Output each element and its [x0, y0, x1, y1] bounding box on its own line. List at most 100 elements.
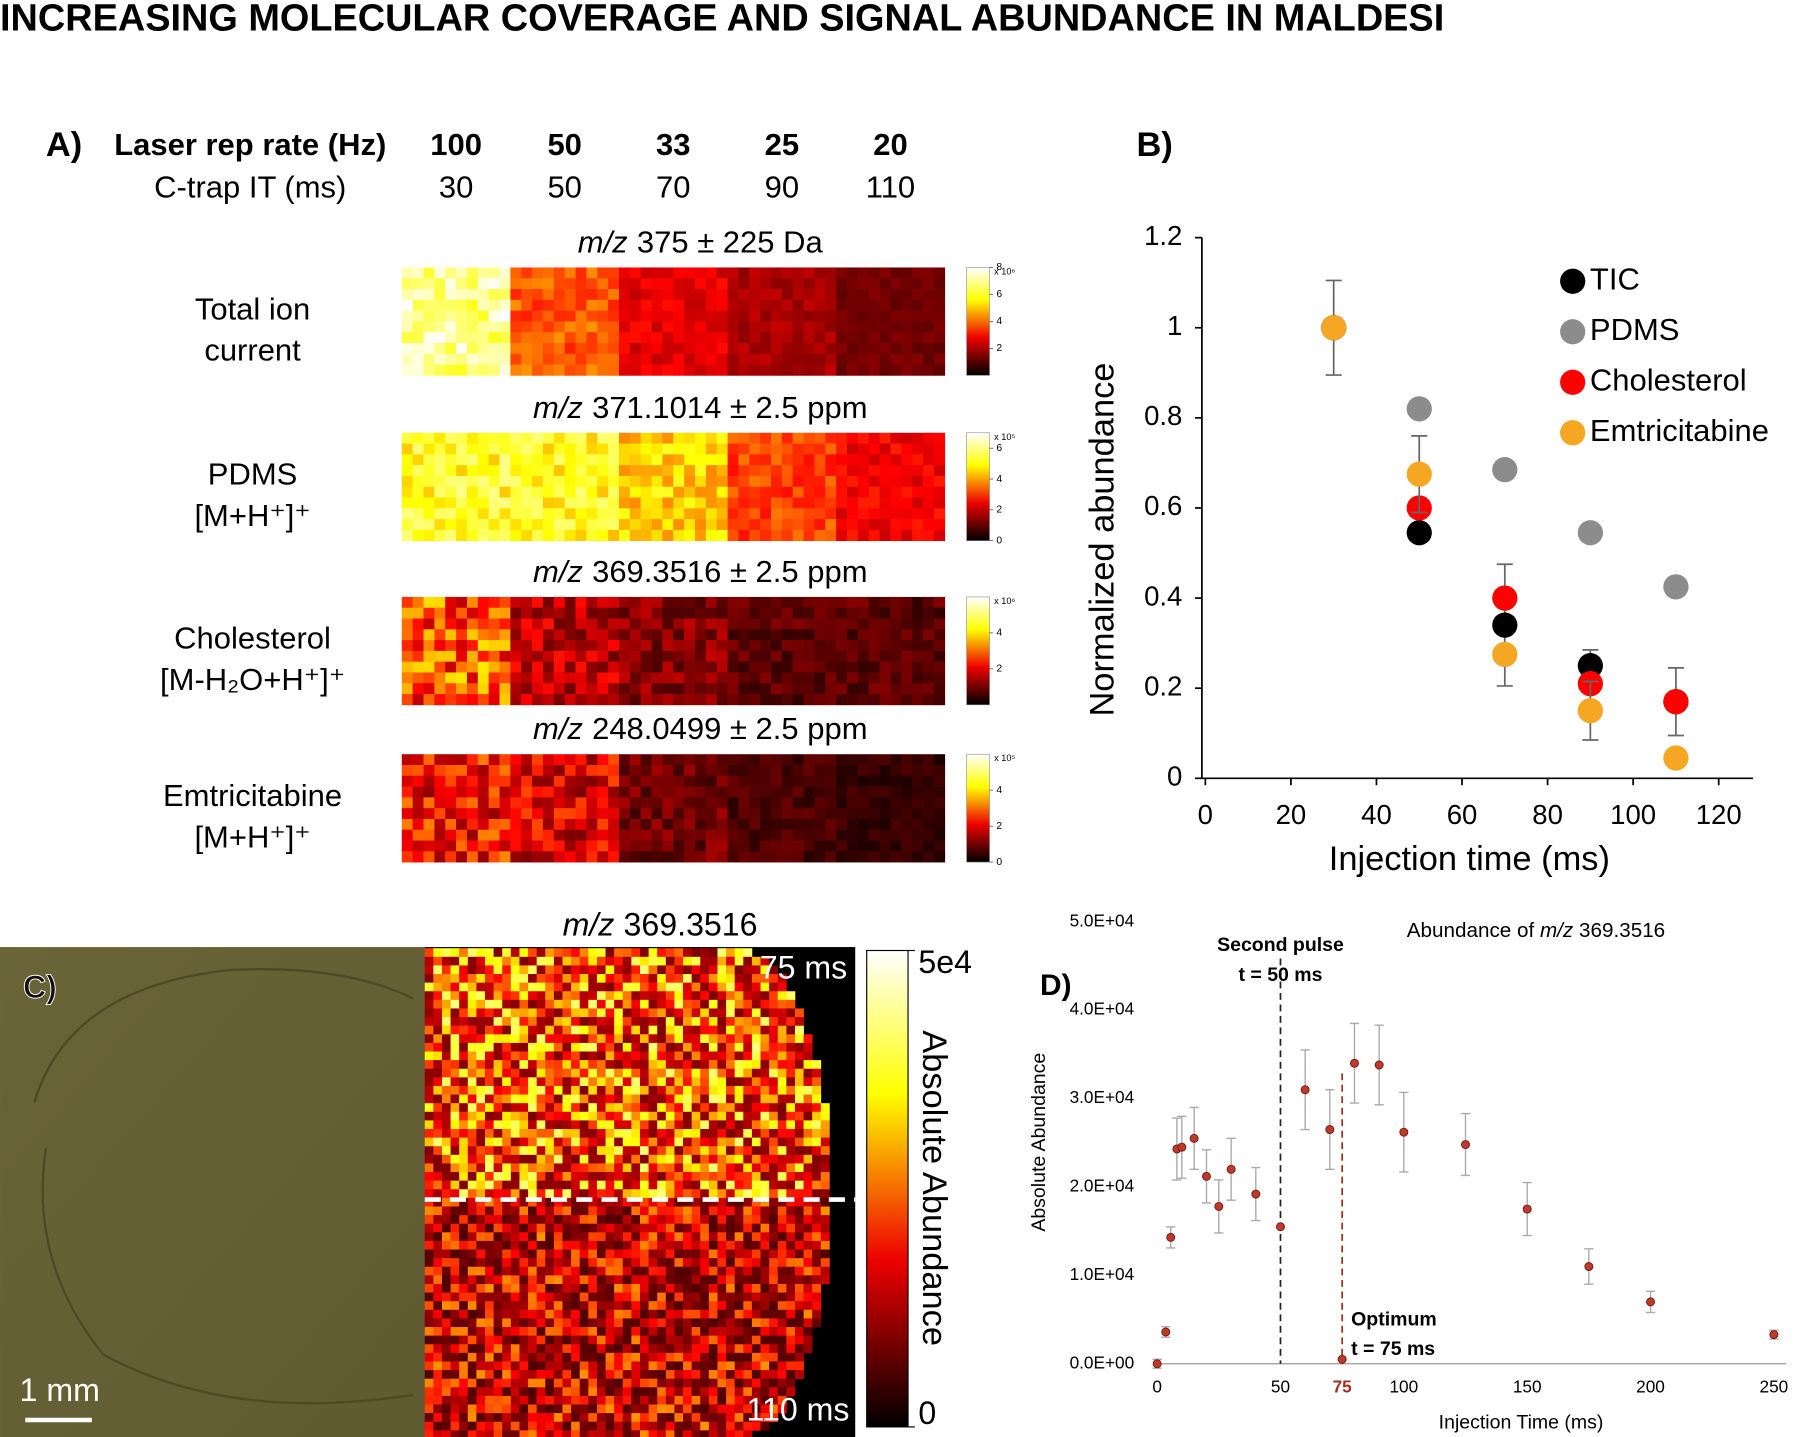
heatmap-cell — [683, 1309, 692, 1319]
heatmap-cell — [631, 1266, 641, 1276]
heatmap-cell — [596, 1249, 606, 1259]
heatmap-cell — [717, 1327, 727, 1336]
heatmap-cell — [662, 519, 674, 531]
heatmap-cell — [536, 1327, 546, 1336]
heatmap-cell — [441, 1146, 451, 1156]
heatmap-cell — [631, 1318, 641, 1328]
header-value: 30 — [439, 170, 473, 205]
heatmap-cell — [521, 786, 533, 798]
heatmap-cell — [575, 775, 587, 787]
heatmap-cell — [542, 661, 555, 673]
heatmap-cell — [674, 1172, 684, 1182]
heatmap-cell — [502, 1327, 512, 1336]
heatmap-cell — [564, 332, 576, 344]
heatmap-cell — [673, 851, 685, 863]
heatmap-cell — [700, 1266, 710, 1276]
heatmap-cell — [441, 1068, 451, 1078]
heatmap-cell — [596, 1060, 606, 1070]
heatmap-cell — [786, 1129, 796, 1138]
heatmap-cell — [777, 1378, 787, 1388]
heatmap-cell — [847, 629, 859, 641]
heatmap-cell — [648, 991, 658, 1001]
heatmap-cell — [459, 1137, 469, 1147]
heatmap-cell — [477, 267, 490, 279]
heatmap-cell — [726, 1206, 736, 1216]
heatmap-cell — [751, 1258, 761, 1268]
heatmap-cell — [575, 454, 587, 466]
heatmap-cell — [493, 1275, 503, 1285]
heatmap-cell — [434, 818, 446, 831]
heatmap-cell — [521, 818, 533, 831]
heatmap-cell — [700, 1404, 710, 1414]
heatmap-cell — [734, 1421, 744, 1431]
heatmap-cell — [562, 1215, 572, 1225]
heatmap-cell — [751, 1197, 761, 1207]
heatmap-cell — [433, 1077, 443, 1087]
heatmap-cell — [734, 1275, 744, 1285]
heatmap-cell — [571, 1223, 581, 1233]
heatmap-cell — [760, 497, 772, 509]
heatmap-cell — [868, 607, 880, 619]
x-tick-label: 50 — [1271, 1376, 1290, 1396]
heatmap-cell — [441, 1430, 451, 1437]
heatmap-cell — [456, 475, 468, 488]
heatmap-cell — [605, 1395, 615, 1405]
heatmap-cell — [608, 607, 620, 619]
heatmap-cell — [734, 1335, 744, 1345]
heatmap-cell — [542, 840, 555, 852]
heatmap-cell — [665, 1042, 675, 1052]
heatmap-cell — [631, 1094, 641, 1104]
heatmap-cell — [814, 343, 826, 355]
heatmap-cell — [521, 661, 533, 673]
heatmap-cell — [467, 1240, 477, 1250]
heatmap-cell — [674, 1103, 684, 1113]
heatmap-cell — [708, 1017, 718, 1027]
heatmap-cell — [648, 1111, 658, 1121]
heatmap-cell — [803, 1223, 813, 1233]
heatmap-cell — [651, 596, 663, 609]
y-tick-label: 0 — [1167, 761, 1182, 792]
heatmap-cell — [528, 1292, 538, 1302]
heatmap-cell — [401, 596, 413, 609]
heatmap-cell — [441, 999, 451, 1009]
heatmap-cell — [792, 694, 804, 706]
heatmap-cell — [493, 1129, 503, 1138]
heatmap-cell — [605, 1094, 615, 1104]
heatmap-cell — [519, 1335, 529, 1345]
heatmap-cell — [857, 629, 870, 641]
heatmap-cell — [665, 1206, 675, 1216]
heatmap-cell — [751, 1292, 761, 1302]
heatmap-cell — [528, 1042, 538, 1052]
heatmap-cell — [717, 1025, 727, 1035]
heatmap-cell — [717, 1094, 727, 1104]
heatmap-cell — [727, 683, 739, 695]
heatmap-cell — [684, 321, 696, 333]
heatmap-cell — [424, 1094, 434, 1104]
heatmap-cell — [803, 694, 815, 706]
heatmap-cell — [726, 1275, 736, 1285]
heatmap-cell — [803, 432, 815, 444]
heatmap-cell — [683, 1120, 692, 1130]
heatmap-cell — [493, 1137, 503, 1147]
heatmap-cell — [673, 353, 685, 365]
heatmap-cell — [792, 618, 804, 630]
heatmap-cell — [441, 1197, 451, 1207]
heatmap-cell — [760, 1232, 770, 1242]
heatmap-cell — [629, 310, 642, 322]
scale-bar-label: 1 mm — [20, 1372, 100, 1408]
heatmap-cell — [579, 982, 589, 992]
heatmap-cell — [890, 672, 902, 684]
heatmap-cell — [553, 343, 566, 355]
heatmap-cell — [879, 465, 891, 477]
heatmap-cell — [743, 1034, 753, 1044]
heatmap-cell — [579, 1085, 589, 1095]
heatmap-cell — [803, 1275, 813, 1285]
heatmap-cell — [510, 1335, 520, 1345]
heatmap-cell — [605, 1283, 615, 1293]
heatmap-cell — [459, 1103, 469, 1113]
heatmap-cell — [868, 321, 880, 333]
heatmap-cell — [792, 310, 804, 322]
heatmap-cell — [700, 991, 710, 1001]
heatmap-cell — [674, 1197, 684, 1207]
heatmap-cell — [575, 840, 587, 852]
